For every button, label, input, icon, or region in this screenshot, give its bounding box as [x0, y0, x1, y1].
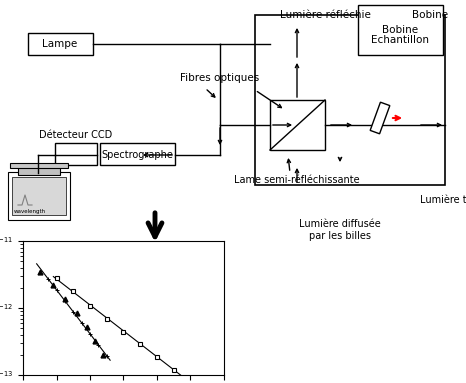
- FancyBboxPatch shape: [28, 33, 93, 55]
- Text: Bobine: Bobine: [382, 25, 418, 35]
- Text: Lumière diffusée
par les billes: Lumière diffusée par les billes: [299, 219, 381, 241]
- Bar: [370, 102, 390, 134]
- Text: Echantillon: Echantillon: [371, 35, 429, 45]
- Text: Spectrographe: Spectrographe: [101, 150, 173, 160]
- FancyBboxPatch shape: [18, 167, 60, 175]
- FancyBboxPatch shape: [255, 15, 445, 185]
- Text: Lumière transmise: Lumière transmise: [420, 195, 466, 205]
- Text: Lampe: Lampe: [42, 39, 78, 49]
- Text: Lumière réfléchie: Lumière réfléchie: [280, 10, 370, 20]
- FancyBboxPatch shape: [270, 100, 325, 150]
- Text: Bobine: Bobine: [412, 10, 448, 20]
- FancyBboxPatch shape: [358, 5, 443, 55]
- Text: Lame semi-réfléchissante: Lame semi-réfléchissante: [234, 175, 360, 185]
- FancyBboxPatch shape: [10, 163, 68, 168]
- FancyBboxPatch shape: [8, 172, 70, 220]
- FancyBboxPatch shape: [55, 143, 97, 165]
- Text: Détecteur CCD: Détecteur CCD: [39, 130, 113, 140]
- Text: Fibres optiques: Fibres optiques: [180, 73, 260, 83]
- FancyBboxPatch shape: [12, 177, 66, 215]
- Text: wavelength: wavelength: [14, 210, 46, 214]
- FancyBboxPatch shape: [100, 143, 175, 165]
